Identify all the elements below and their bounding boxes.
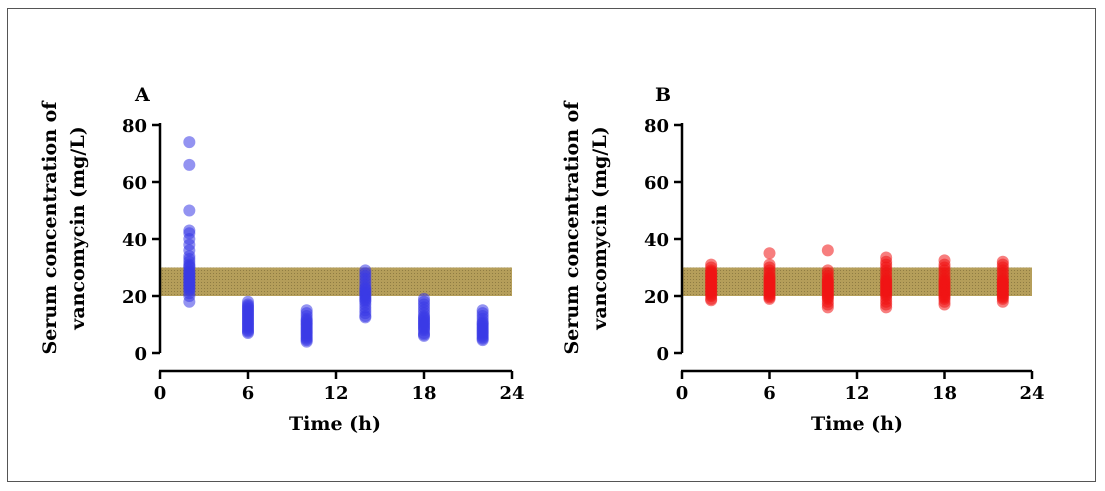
panel-b-target-band [682, 267, 1032, 296]
panel-b-data-point [763, 258, 776, 271]
panel-a-x-axis-title: Time (h) [289, 413, 381, 435]
panel-b-x-tick-label: 24 [1019, 383, 1044, 404]
panel-a-x-tick-label: 18 [411, 383, 436, 404]
panel-b-data-point [763, 247, 776, 260]
panel-a-x-tick-label: 6 [242, 383, 255, 404]
panel-b-data-point [821, 244, 834, 257]
panel-a-y-tick-label: 80 [122, 116, 147, 137]
panel-b-y-tick-label: 80 [644, 116, 669, 137]
panel-a-x-tick-label: 12 [323, 383, 348, 404]
panel-b-y-tick-label: 20 [644, 287, 669, 308]
panel-a-y-tick-label: 0 [134, 344, 147, 365]
panel-a-target-band [160, 267, 512, 296]
panel-b-y-tick-label: 0 [656, 344, 669, 365]
panel-b-data-point [821, 264, 834, 277]
panel-b-data-point [938, 254, 951, 267]
panel-b-x-tick-label: 18 [932, 383, 957, 404]
panel-a-y-axis-title-line2: vancomycin (mg/L) [67, 126, 89, 330]
panel-b-x-axis-title: Time (h) [811, 413, 903, 435]
panel-a-data-point [183, 136, 196, 149]
panel-a-x-tick-label: 24 [499, 383, 524, 404]
panel-b-data-point [880, 251, 893, 264]
panel-b-data-point [996, 255, 1009, 268]
panel-a-y-axis-title-line1: Serum concentration of [39, 100, 61, 355]
panel-a-data-point [183, 224, 196, 237]
panel-b-x-tick-label: 0 [676, 383, 689, 404]
panel-a-data-point [476, 304, 489, 317]
panel-b-y-tick-label: 40 [644, 230, 669, 251]
panel-a-y-tick-label: 60 [122, 173, 147, 194]
panel-a: A Serum concentration of vancomycin (mg/… [39, 84, 525, 435]
panel-a-data-point [418, 292, 430, 305]
panel-a-y-tick-label: 20 [122, 287, 147, 308]
panel-b-y-axis-title-line1: Serum concentration of [561, 100, 583, 355]
panel-a-data-point [183, 204, 196, 217]
panel-b-y-axis-title-line2: vancomycin (mg/L) [589, 126, 611, 330]
panel-b-data-point [705, 258, 718, 271]
panel-b-label: B [655, 84, 671, 106]
panel-a-data-point [359, 264, 372, 277]
panel-b: B Serum concentration of vancomycin (mg/… [561, 84, 1045, 435]
panel-a-label: A [134, 84, 150, 106]
panel-a-y-tick-label: 40 [122, 230, 147, 251]
panel-b-x-tick-label: 6 [763, 383, 776, 404]
panel-a-data-point [183, 158, 196, 171]
panel-a-data-point [300, 304, 313, 317]
panel-b-x-tick-label: 12 [844, 383, 869, 404]
panel-a-data-point [242, 295, 254, 308]
panel-a-x-tick-label: 0 [154, 383, 167, 404]
panel-b-y-tick-label: 60 [644, 173, 669, 194]
